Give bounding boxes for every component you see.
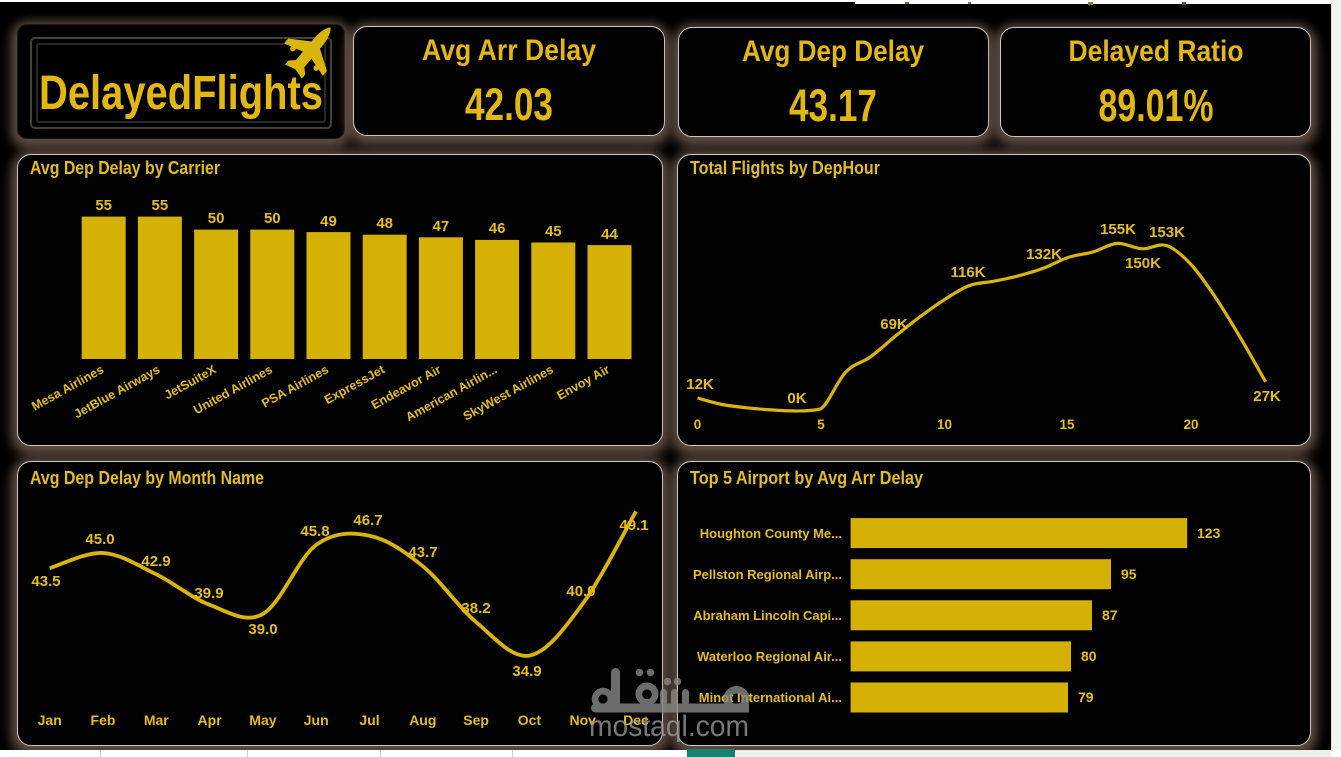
svg-text:150K: 150K — [1125, 255, 1161, 272]
svg-text:95: 95 — [1121, 566, 1137, 582]
svg-text:Dec: Dec — [623, 712, 649, 728]
svg-text:50: 50 — [264, 210, 281, 227]
svg-text:42.9: 42.9 — [141, 553, 170, 570]
svg-text:89.01%: 89.01% — [1099, 80, 1214, 131]
svg-text:49: 49 — [320, 213, 337, 230]
svg-text:Avg Arr Delay: Avg Arr Delay — [422, 34, 596, 67]
svg-text:42.03: 42.03 — [465, 79, 553, 130]
svg-text:0: 0 — [694, 417, 702, 432]
svg-text:Oct: Oct — [518, 712, 542, 728]
svg-text:Delayed Ratio: Delayed Ratio — [1069, 35, 1244, 68]
svg-text:39.9: 39.9 — [194, 585, 223, 602]
svg-text:49.1: 49.1 — [619, 517, 648, 534]
svg-text:Total Flights by DepHour: Total Flights by DepHour — [690, 157, 880, 178]
svg-text:39.0: 39.0 — [248, 621, 277, 638]
svg-text:46.7: 46.7 — [353, 512, 382, 529]
svg-text:Feb: Feb — [91, 712, 116, 728]
svg-text:38.2: 38.2 — [461, 600, 490, 617]
svg-text:Sep: Sep — [463, 712, 489, 728]
svg-text:55: 55 — [95, 197, 112, 214]
svg-text:5: 5 — [817, 417, 825, 432]
svg-text:15: 15 — [1059, 417, 1075, 432]
svg-text:69K: 69K — [880, 316, 908, 333]
svg-text:Abraham Lincoln Capi...: Abraham Lincoln Capi... — [693, 608, 842, 623]
svg-text:mostaql.com: mostaql.com — [589, 710, 749, 743]
svg-text:Houghton County Me...: Houghton County Me... — [700, 526, 842, 541]
svg-text:Minot International Ai...: Minot International Ai... — [699, 690, 842, 705]
svg-text:79: 79 — [1078, 689, 1094, 705]
svg-text:Nov: Nov — [569, 712, 596, 728]
svg-text:Avg Dep Delay: Avg Dep Delay — [742, 35, 924, 68]
svg-text:12K: 12K — [686, 376, 714, 393]
svg-text:10: 10 — [937, 417, 952, 432]
svg-text:43.17: 43.17 — [789, 80, 877, 131]
svg-text:Jun: Jun — [304, 712, 329, 728]
svg-text:Waterloo Regional Air...: Waterloo Regional Air... — [697, 649, 842, 664]
svg-text:0K: 0K — [787, 390, 806, 407]
svg-text:40.0: 40.0 — [566, 583, 595, 600]
svg-text:Pellston Regional Airp...: Pellston Regional Airp... — [693, 567, 842, 582]
svg-text:43.5: 43.5 — [31, 573, 60, 590]
svg-text:DelayedFlights: DelayedFlights — [39, 67, 323, 120]
svg-text:20: 20 — [1183, 417, 1198, 432]
svg-text:123: 123 — [1197, 525, 1221, 541]
svg-text:87: 87 — [1102, 607, 1118, 623]
svg-text:Top 5 Airport by Avg Arr Delay: Top 5 Airport by Avg Arr Delay — [690, 467, 924, 488]
svg-text:Envoy Air: Envoy Air — [555, 362, 613, 402]
svg-text:Avg Dep Delay by Carrier: Avg Dep Delay by Carrier — [30, 157, 220, 178]
svg-text:43.7: 43.7 — [408, 544, 437, 561]
svg-text:116K: 116K — [950, 264, 985, 281]
svg-text:50: 50 — [208, 210, 225, 227]
svg-text:45.0: 45.0 — [85, 531, 114, 548]
svg-text:46: 46 — [489, 220, 506, 237]
svg-text:Aug: Aug — [409, 712, 436, 728]
svg-text:Mar: Mar — [144, 712, 169, 728]
svg-text:45.8: 45.8 — [300, 523, 329, 540]
svg-text:153K: 153K — [1149, 224, 1185, 241]
svg-text:80: 80 — [1081, 648, 1097, 664]
svg-text:Jul: Jul — [359, 712, 379, 728]
svg-text:48: 48 — [376, 215, 393, 232]
svg-text:45: 45 — [545, 223, 562, 240]
svg-text:Jan: Jan — [38, 712, 62, 728]
svg-text:Apr: Apr — [198, 712, 223, 728]
svg-text:132K: 132K — [1026, 246, 1062, 263]
svg-text:155K: 155K — [1100, 221, 1136, 238]
svg-text:Avg Dep Delay by Month Name: Avg Dep Delay by Month Name — [30, 467, 264, 488]
svg-text:American Airlin...: American Airlin... — [403, 362, 499, 424]
svg-text:47: 47 — [433, 218, 450, 235]
svg-text:44: 44 — [601, 226, 618, 243]
svg-text:34.9: 34.9 — [512, 663, 541, 680]
svg-text:55: 55 — [152, 197, 169, 214]
svg-text:27K: 27K — [1253, 388, 1281, 405]
svg-text:May: May — [249, 712, 276, 728]
